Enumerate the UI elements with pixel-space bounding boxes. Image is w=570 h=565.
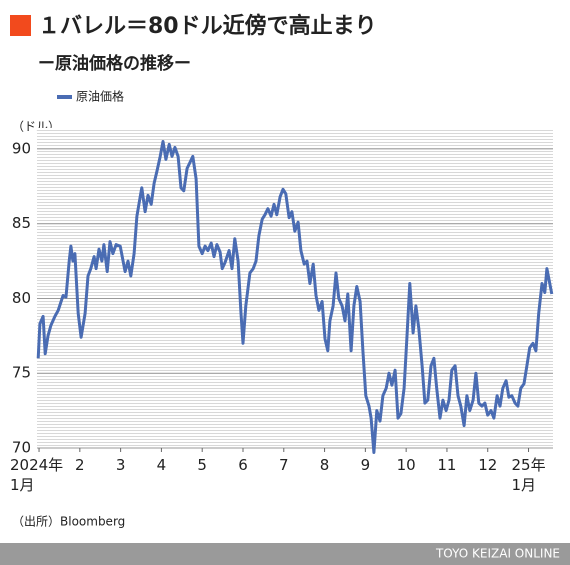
chart-title: １バレル＝80ドル近傍で高止まり (38, 13, 377, 39)
x-tick-label: 2024年 1月 (10, 456, 64, 494)
x-tick-label: 6 (238, 456, 248, 474)
credit: TOYO KEIZAI ONLINE (435, 547, 560, 561)
x-tick-label: 9 (360, 456, 371, 474)
y-tick-label: 70 (12, 439, 31, 457)
x-tick-label: 8 (319, 456, 330, 474)
title-marker (10, 15, 31, 36)
plot-background (37, 128, 553, 448)
x-tick-label: 25年 1月 (511, 456, 546, 494)
x-tick-label: 12 (478, 456, 498, 474)
x-tick-label: 5 (197, 456, 207, 474)
chart-subtitle: ー原油価格の推移ー (38, 53, 191, 74)
source: （出所）Bloomberg (12, 515, 125, 529)
legend-label: 原油価格 (76, 89, 124, 104)
x-tick-label: 4 (156, 456, 167, 474)
x-tick-label: 11 (437, 456, 457, 474)
y-tick-label: 80 (12, 289, 31, 307)
x-tick-label: 10 (396, 456, 416, 474)
y-tick-label: 90 (12, 139, 31, 157)
data-line (36, 140, 554, 454)
x-tick-label: 2 (75, 456, 85, 474)
x-tick-label: 7 (279, 456, 289, 474)
y-tick-label: 85 (12, 214, 31, 232)
x-tick-label: 3 (115, 456, 126, 474)
y-tick-label: 75 (12, 364, 31, 382)
footer-bar (0, 543, 570, 565)
